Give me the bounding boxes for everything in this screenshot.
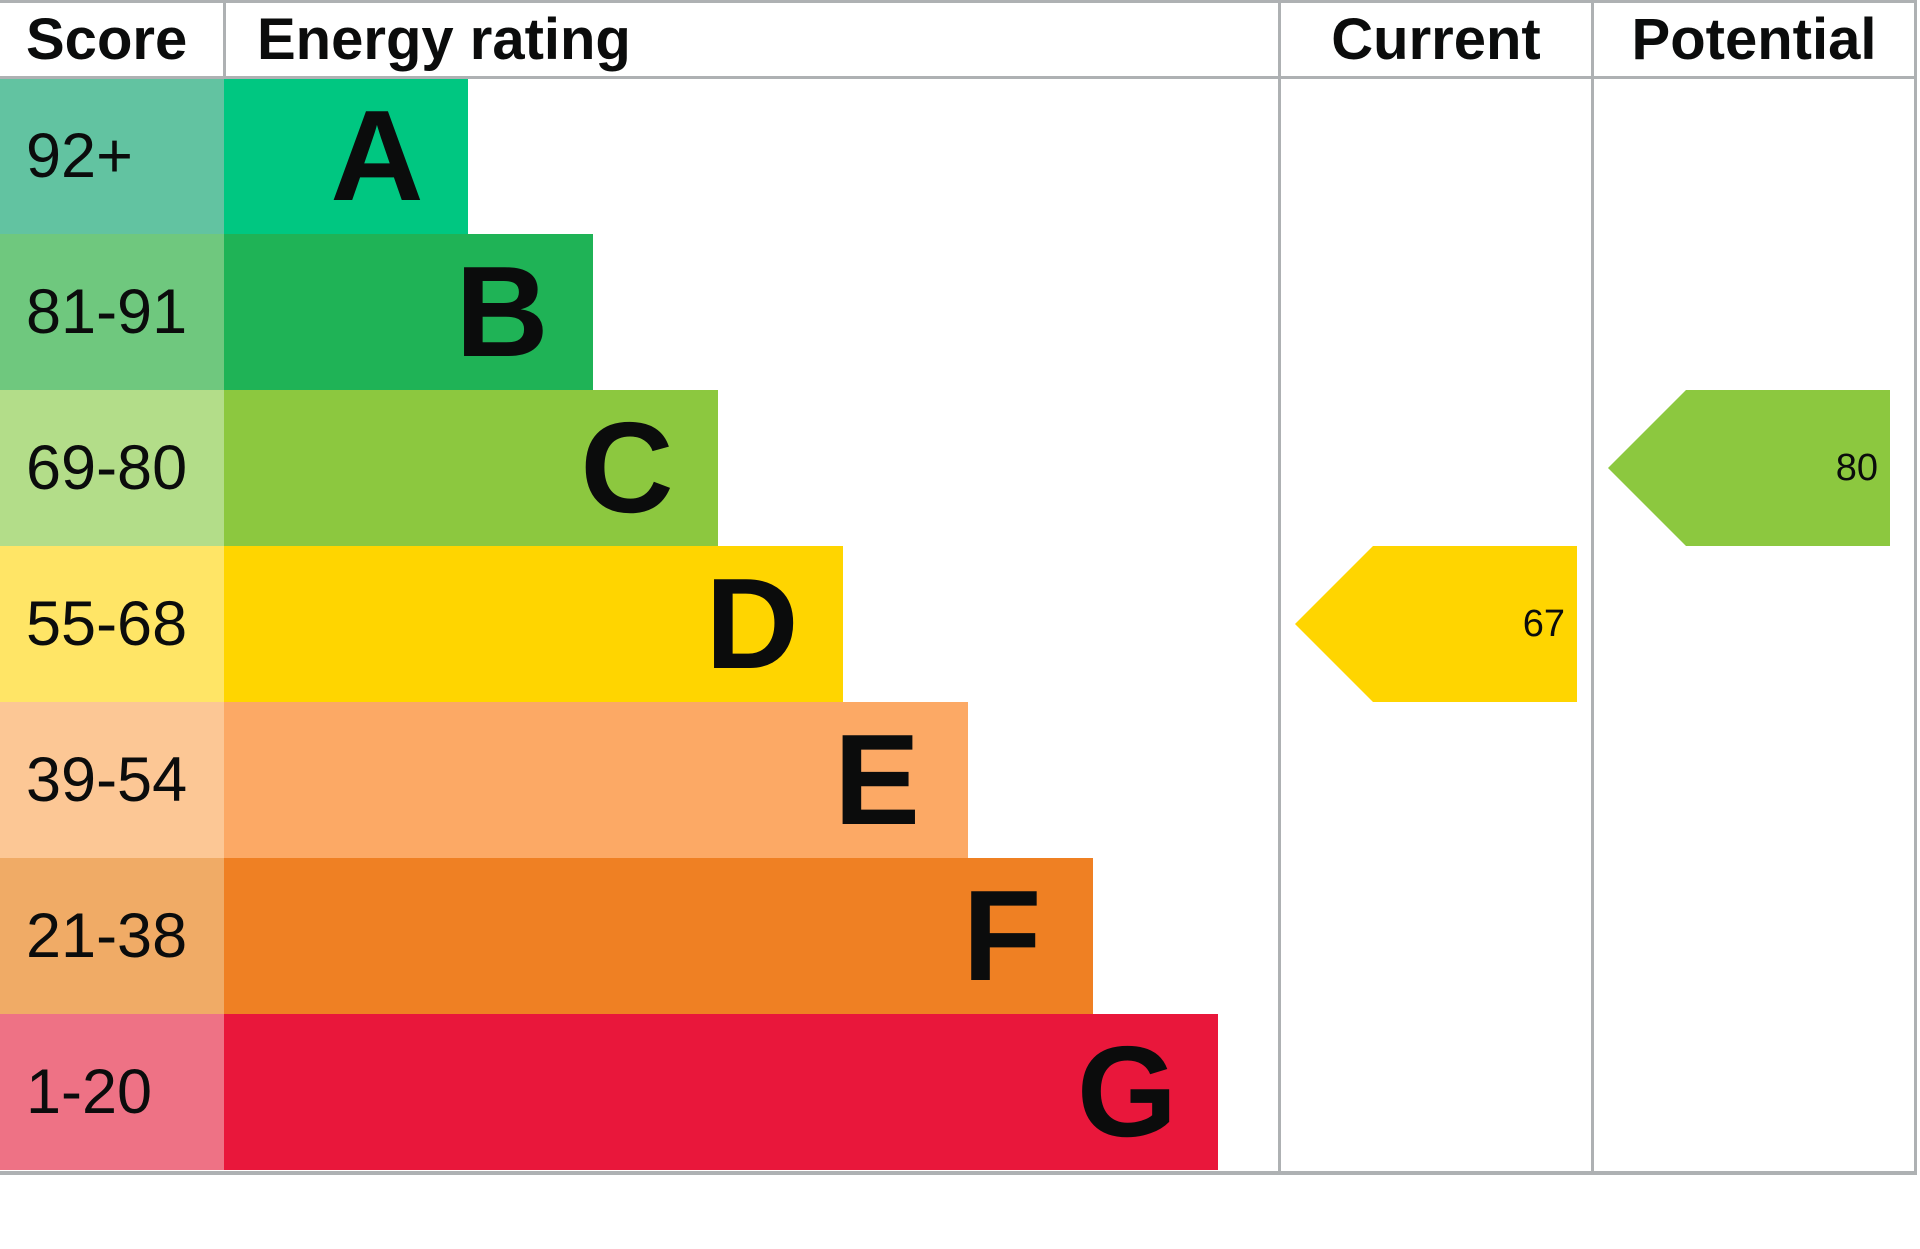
energy-rating-bar: A bbox=[224, 78, 468, 234]
band-row: 21-38 F bbox=[0, 858, 1280, 1014]
energy-rating-bar: E bbox=[224, 702, 968, 858]
band-score-range: 1-20 bbox=[26, 1056, 153, 1127]
potential-rating-value: 80 bbox=[1835, 447, 1878, 489]
band-row: 55-68 D bbox=[0, 546, 1280, 702]
header-bottom-border bbox=[0, 76, 1917, 79]
band-score-range: 69-80 bbox=[26, 432, 188, 503]
energy-rating-column-header: Energy rating bbox=[257, 6, 631, 72]
current-column-header: Current bbox=[1331, 6, 1541, 72]
score-column-header: Score bbox=[26, 6, 188, 72]
energy-rating-bar: G bbox=[224, 1014, 1218, 1170]
table-top-border bbox=[0, 0, 1917, 3]
energy-rating-bar: B bbox=[224, 234, 593, 390]
band-row: 1-20 G bbox=[0, 1014, 1280, 1170]
band-score-range: 55-68 bbox=[26, 588, 188, 659]
band-score-cell: 92+ bbox=[0, 78, 224, 234]
band-letter: A bbox=[330, 83, 424, 228]
band-score-cell: 21-38 bbox=[0, 858, 224, 1014]
band-score-cell: 55-68 bbox=[0, 546, 224, 702]
band-letter: F bbox=[962, 863, 1042, 1008]
band-score-cell: 69-80 bbox=[0, 390, 224, 546]
energy-rating-bar: D bbox=[224, 546, 843, 702]
score-column-divider bbox=[223, 0, 226, 79]
band-score-range: 21-38 bbox=[26, 900, 188, 971]
band-letter: E bbox=[833, 707, 921, 852]
current-rating-arrow: 67 bbox=[1295, 546, 1577, 702]
band-score-cell: 39-54 bbox=[0, 702, 224, 858]
band-score-range: 39-54 bbox=[26, 744, 188, 815]
band-letter: B bbox=[455, 239, 549, 384]
band-score-range: 92+ bbox=[26, 120, 133, 191]
epc-energy-rating-chart: Score Energy rating Current Potential 92… bbox=[0, 0, 1917, 1175]
band-row: 92+ A bbox=[0, 78, 1280, 234]
potential-column-divider bbox=[1591, 0, 1594, 1175]
band-row: 39-54 E bbox=[0, 702, 1280, 858]
energy-rating-bar: F bbox=[224, 858, 1093, 1014]
band-score-cell: 81-91 bbox=[0, 234, 224, 390]
band-row: 81-91 B bbox=[0, 234, 1280, 390]
table-right-border bbox=[1914, 0, 1917, 1175]
band-row: 69-80 C bbox=[0, 390, 1280, 546]
band-score-cell: 1-20 bbox=[0, 1014, 224, 1170]
band-letter: C bbox=[580, 395, 674, 540]
potential-column-header: Potential bbox=[1631, 6, 1877, 72]
potential-rating-arrow: 80 bbox=[1608, 390, 1890, 546]
band-score-range: 81-91 bbox=[26, 276, 188, 347]
band-letter: D bbox=[705, 551, 799, 696]
band-letter: G bbox=[1076, 1019, 1178, 1164]
table-bottom-border bbox=[0, 1171, 1917, 1175]
current-rating-value: 67 bbox=[1522, 603, 1565, 645]
energy-rating-bar: C bbox=[224, 390, 718, 546]
current-column-divider bbox=[1278, 0, 1281, 1175]
